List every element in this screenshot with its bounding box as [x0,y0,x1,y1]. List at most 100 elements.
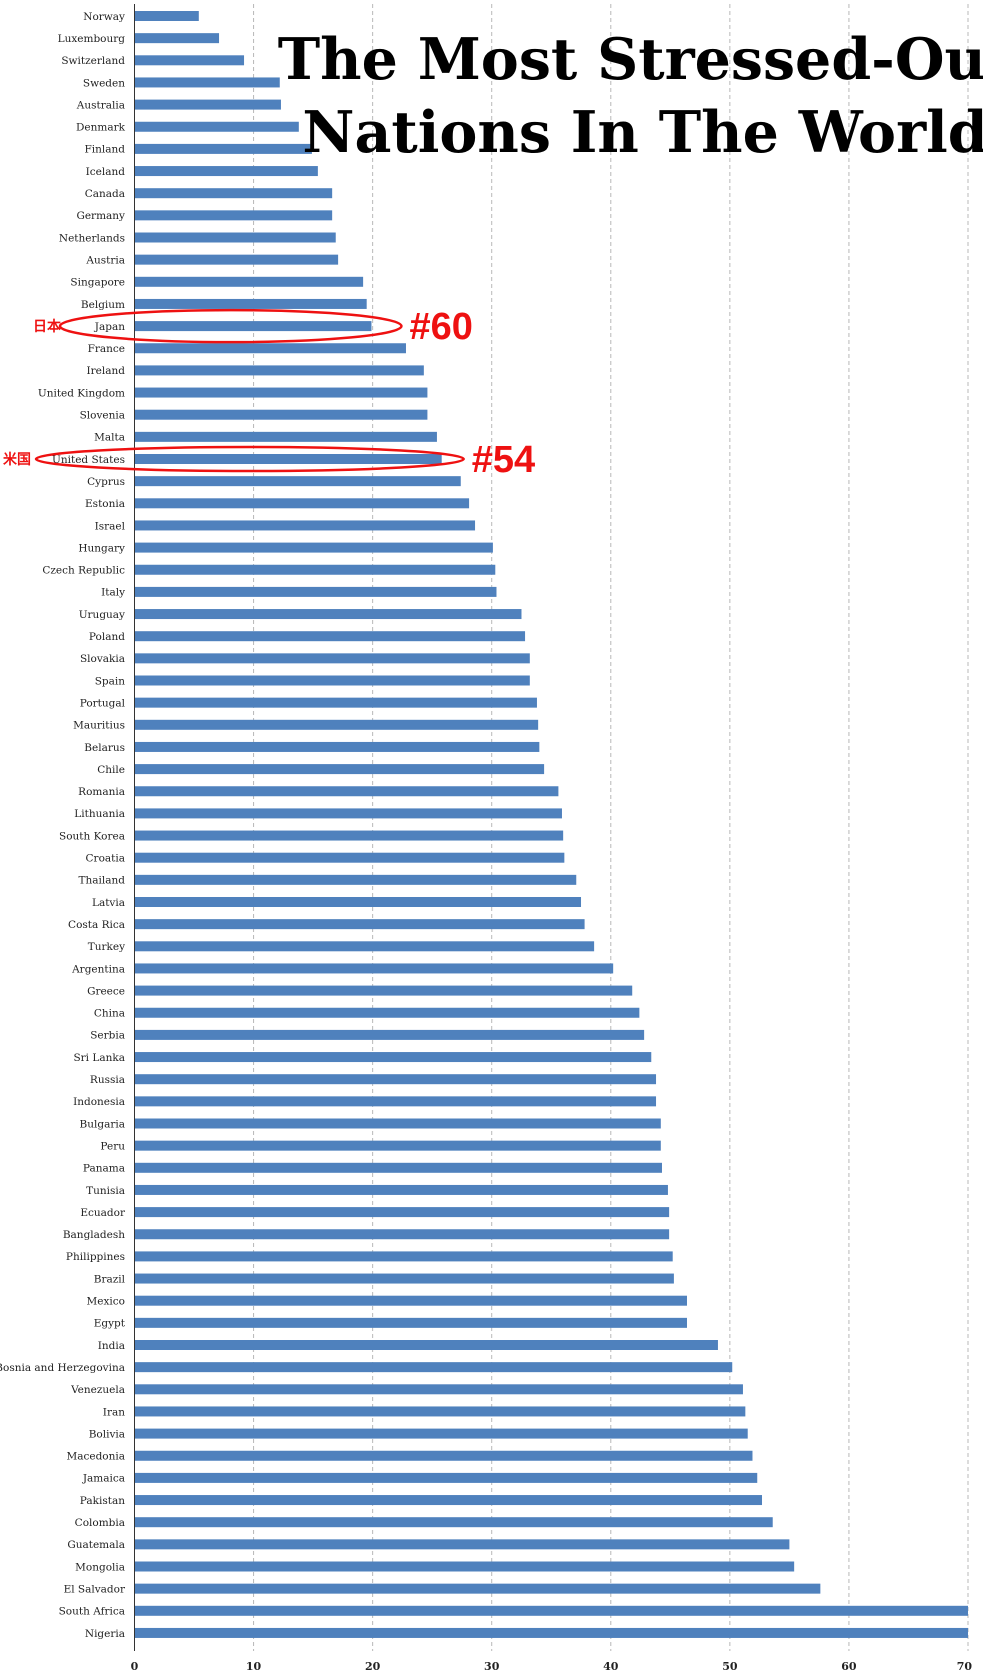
y-tick-label: Poland [89,631,125,643]
y-tick-label: Portugal [80,697,126,709]
bar [134,1605,968,1616]
bar [134,1495,763,1506]
bar [134,387,428,398]
y-tick-label: Israel [95,520,126,532]
bar [134,454,442,464]
y-tick-label: Bulgaria [80,1118,125,1130]
bar [134,852,565,863]
y-tick-label: Australia [76,99,125,111]
bar [134,897,582,907]
bar [134,1295,687,1306]
bar [134,298,367,309]
y-tick-label: Cyprus [87,476,125,488]
bar [134,1162,662,1173]
bar [134,254,339,265]
y-tick-label: Peru [100,1140,125,1152]
y-tick-label: Uruguay [79,609,125,621]
x-axis: 0 10 20 30 40 50 60 70 [131,4,973,1673]
rank-label: #60 [409,306,472,348]
y-tick-label: Slovakia [80,653,125,665]
bar [134,564,496,575]
y-tick-label: Switzerland [61,55,125,67]
bar [134,1384,743,1395]
y-tick-label: Czech Republic [42,565,125,577]
bar [134,1207,670,1218]
bars [134,11,968,1638]
bar [134,786,559,797]
rank-label: #54 [472,439,535,481]
y-tick-label: Panama [83,1163,125,1175]
y-tick-label: Philippines [66,1251,125,1263]
y-tick-label: Spain [95,675,126,687]
y-tick-label: Tunisia [86,1185,125,1197]
bar [134,542,493,553]
y-tick-label: Chile [97,764,125,776]
bar [134,653,530,664]
bar [134,1096,657,1107]
y-tick-label: Greece [87,985,125,997]
native-label: 日本 [33,318,62,335]
bar [134,1539,790,1550]
y-tick-label: Argentina [71,963,125,975]
bar [134,631,526,642]
bar [134,55,245,66]
bar [134,764,545,775]
y-tick-label: Luxembourg [58,33,126,45]
bar [134,586,497,597]
bar [134,1007,640,1018]
y-tick-label: Macedonia [66,1451,125,1463]
bar [134,874,577,885]
bar [134,77,280,88]
y-tick-label: Belarus [84,742,125,754]
y-tick-label: Romania [78,786,125,798]
y-tick-label: Finland [84,144,125,156]
bar [134,697,537,708]
y-tick-label: Estonia [85,498,125,510]
y-tick-label: Italy [101,587,125,599]
x-tick-label: 40 [603,1660,619,1673]
y-tick-label: Slovenia [80,410,125,422]
bar [134,1251,673,1262]
y-tick-label: Canada [85,188,125,200]
bar [134,1140,661,1151]
x-tick-label: 70 [957,1660,973,1673]
y-tick-label: Indonesia [73,1096,125,1108]
bar [134,985,633,996]
y-tick-label: Mexico [87,1296,125,1308]
y-tick-label: Bolivia [89,1428,125,1440]
grid-lines [253,4,969,1651]
y-tick-label: Costa Rica [68,919,125,931]
y-tick-label: France [88,343,125,355]
bar [134,166,318,177]
bar [134,11,199,21]
bar [134,808,562,819]
bar [134,1428,748,1439]
bar [134,1052,652,1063]
bar [134,1029,645,1040]
bar [134,1561,795,1572]
y-tick-label: Ecuador [80,1207,126,1219]
chart-title-line-2: Nations In The World [302,99,983,166]
bar [134,1406,746,1417]
bar [134,188,333,199]
bar [134,1074,657,1085]
y-tick-label: Thailand [79,875,126,887]
bar [134,365,424,376]
y-tick-label: Netherlands [59,232,125,244]
bar [134,719,539,730]
chart-title-line-1: The Most Stressed-Out [278,26,983,93]
y-tick-label: Venezuela [70,1384,125,1396]
y-tick-label: El Salvador [64,1583,126,1595]
x-tick-label: 0 [131,1660,139,1673]
x-tick-label: 20 [365,1660,381,1673]
bar [134,498,470,509]
bar [134,476,461,487]
y-tick-label: Brazil [94,1273,126,1285]
y-tick-label: Pakistan [80,1495,125,1507]
y-tick-label: China [94,1008,125,1020]
bar [134,99,281,110]
bar [134,941,595,952]
y-tick-label: Croatia [86,853,125,865]
y-tick-label: Turkey [88,941,125,953]
